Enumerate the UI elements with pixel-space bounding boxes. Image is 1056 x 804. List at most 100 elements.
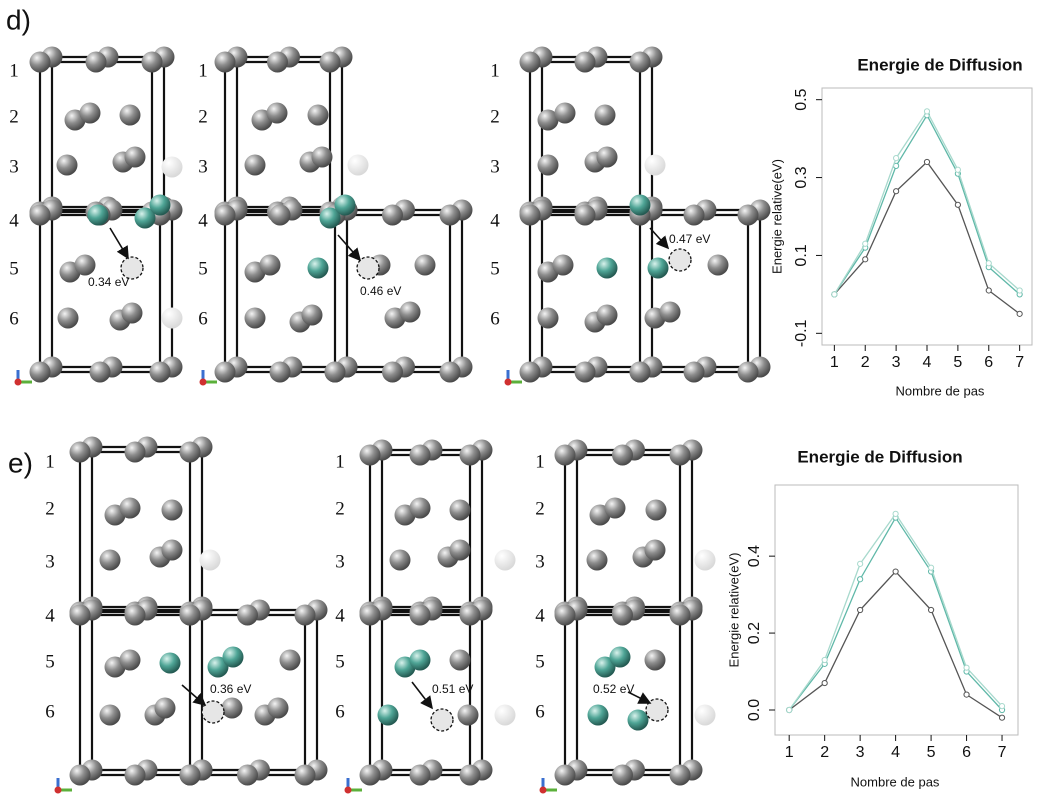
atom <box>644 539 666 561</box>
atom <box>659 301 681 323</box>
atom <box>554 604 576 626</box>
data-point <box>963 691 970 698</box>
atom <box>612 604 633 626</box>
atom <box>319 207 341 229</box>
atom <box>377 704 399 726</box>
axis-x <box>504 378 512 386</box>
atom <box>644 154 666 176</box>
atom <box>347 154 369 176</box>
data-point <box>954 166 961 173</box>
energy-label: 0.51 eV <box>432 682 473 696</box>
atom <box>301 304 323 326</box>
atom <box>199 549 221 571</box>
y-axis-label: Energie relative(eV) <box>769 159 784 274</box>
atom <box>99 549 121 571</box>
atom <box>334 194 356 216</box>
atom <box>459 764 481 786</box>
atom <box>574 204 596 226</box>
atom <box>149 194 171 216</box>
atom <box>141 51 163 73</box>
x-tick-label: 3 <box>892 354 901 371</box>
data-point <box>821 656 828 664</box>
data-point <box>1016 287 1023 294</box>
data-point <box>954 201 961 208</box>
x-tick-label: 5 <box>927 744 936 761</box>
atom <box>609 646 631 668</box>
data-point <box>862 240 869 247</box>
atom <box>74 254 96 276</box>
atom <box>409 604 431 626</box>
data-point <box>821 679 828 687</box>
x-tick-label: 6 <box>962 744 971 761</box>
x-tick-label: 7 <box>1015 354 1024 371</box>
layer-label: 6 <box>45 701 55 722</box>
layer-label: 4 <box>335 605 345 626</box>
data-point <box>893 154 900 162</box>
atom <box>644 649 666 671</box>
atom <box>79 102 101 124</box>
atom <box>694 549 716 571</box>
atom <box>161 499 183 521</box>
atom <box>586 549 608 571</box>
x-tick-label: 3 <box>856 744 865 761</box>
y-axis-label: Energie relative(eV) <box>726 553 741 668</box>
vacancy <box>430 708 454 732</box>
energy-label: 0.52 eV <box>593 682 634 696</box>
atom <box>69 764 91 786</box>
atom <box>519 51 541 73</box>
atom <box>537 109 559 131</box>
series-line <box>788 570 1003 719</box>
layer-label: 2 <box>198 106 208 127</box>
layer-label: 2 <box>45 498 55 519</box>
layer-label: 2 <box>335 498 345 519</box>
atom <box>669 604 691 626</box>
x-axis-label: Nombre de pas <box>851 774 940 789</box>
atom <box>459 444 481 466</box>
atom <box>359 764 381 786</box>
atom <box>494 549 516 571</box>
y-tick-label: 0.2 <box>746 622 763 644</box>
atom <box>554 764 576 786</box>
atom <box>279 649 301 671</box>
atom <box>409 444 431 466</box>
atom <box>179 604 201 626</box>
layer-label: 1 <box>198 60 208 81</box>
atom <box>259 254 281 276</box>
x-tick-label: 2 <box>820 744 829 761</box>
atom <box>119 649 141 671</box>
atom <box>737 204 759 226</box>
atom <box>214 204 236 226</box>
atom <box>85 51 107 73</box>
layer-label: 6 <box>198 308 208 329</box>
atom <box>574 51 596 73</box>
data-point <box>857 606 864 614</box>
atom <box>179 441 201 463</box>
vacancy <box>356 256 380 280</box>
layer-label: 1 <box>45 451 55 472</box>
x-tick-label: 2 <box>861 354 870 371</box>
atom <box>457 704 479 726</box>
y-tick-label: 0.4 <box>746 545 763 567</box>
vacancy <box>201 700 225 724</box>
layer-label: 2 <box>535 498 545 519</box>
data-point <box>923 108 931 115</box>
layer-label: 4 <box>535 605 545 626</box>
data-point <box>892 568 899 575</box>
layer-label: 5 <box>198 258 208 279</box>
layer-label: 4 <box>490 210 500 231</box>
atom <box>56 154 78 176</box>
atom <box>161 307 183 329</box>
atom <box>596 146 618 168</box>
atom <box>154 697 176 719</box>
diffusion-arrow <box>109 227 129 260</box>
atom <box>267 697 289 719</box>
layer-label: 2 <box>9 106 19 127</box>
atom <box>439 361 461 383</box>
atom <box>99 704 121 726</box>
data-point <box>927 564 935 571</box>
atom <box>179 764 201 786</box>
atom <box>574 361 596 383</box>
atom <box>519 361 541 383</box>
atom <box>69 441 91 463</box>
data-point <box>998 703 1006 710</box>
